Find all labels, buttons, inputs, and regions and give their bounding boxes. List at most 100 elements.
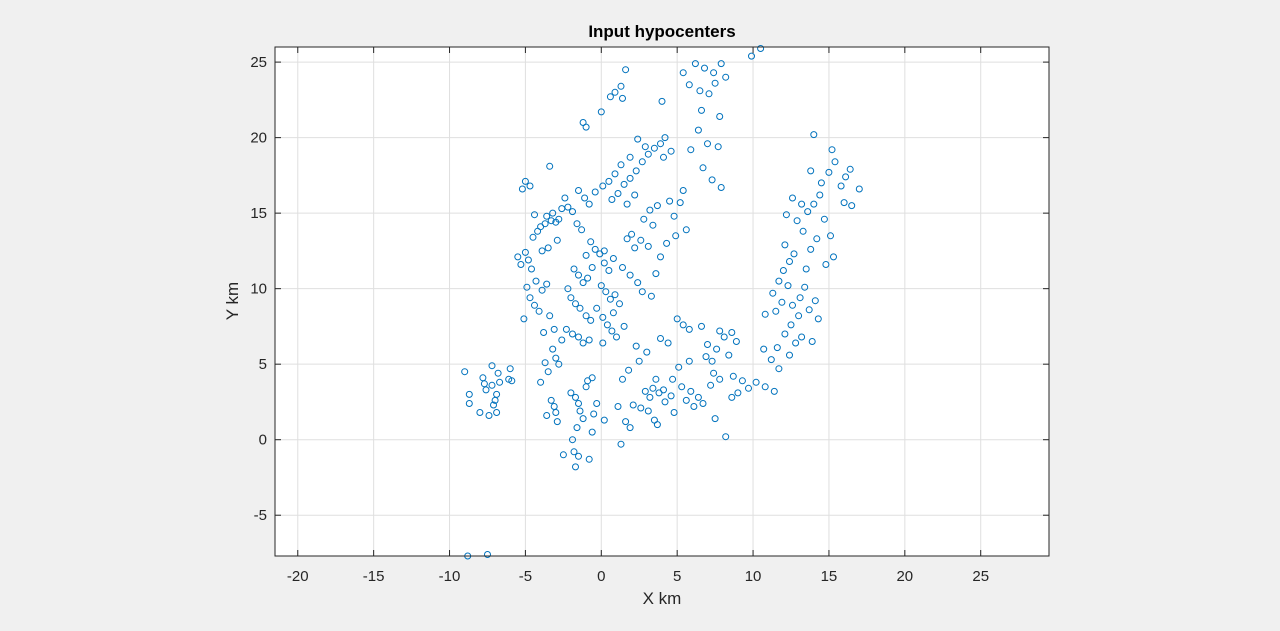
data-point xyxy=(789,301,796,309)
data-point xyxy=(572,300,579,308)
data-point xyxy=(476,409,484,416)
data-point xyxy=(546,312,554,320)
data-point xyxy=(619,264,626,271)
data-point xyxy=(813,235,821,243)
data-point xyxy=(543,212,551,220)
data-point xyxy=(599,313,607,321)
data-point xyxy=(657,140,664,148)
data-point xyxy=(805,306,813,314)
data-point xyxy=(538,247,546,255)
data-point xyxy=(679,187,687,194)
data-point xyxy=(722,73,730,81)
data-point xyxy=(798,333,806,341)
data-point xyxy=(667,147,675,155)
data-point xyxy=(558,205,566,213)
x-tick-label: -5 xyxy=(519,568,532,585)
data-point xyxy=(465,390,473,398)
data-point xyxy=(641,143,649,151)
data-point xyxy=(585,200,593,208)
data-point xyxy=(619,375,626,383)
data-point xyxy=(617,440,625,448)
data-point xyxy=(795,312,803,320)
data-point xyxy=(622,66,630,74)
data-point xyxy=(685,357,693,365)
data-point xyxy=(831,158,839,166)
data-point xyxy=(705,90,713,98)
data-point xyxy=(658,97,666,105)
data-point xyxy=(698,322,705,330)
data-point xyxy=(494,369,502,377)
data-point xyxy=(827,232,834,240)
data-point xyxy=(626,424,634,432)
data-point xyxy=(734,389,742,397)
x-tick-label: -10 xyxy=(439,568,461,585)
data-point xyxy=(528,265,535,273)
data-point xyxy=(787,321,795,329)
data-point xyxy=(716,375,724,383)
data-point xyxy=(781,330,789,338)
data-point xyxy=(652,270,660,278)
data-point xyxy=(547,217,555,225)
data-point xyxy=(540,329,548,336)
data-point xyxy=(714,143,722,151)
data-point xyxy=(531,211,538,219)
data-point xyxy=(567,294,575,302)
data-point xyxy=(575,271,582,279)
data-point xyxy=(631,244,639,252)
data-point xyxy=(644,150,652,158)
data-point xyxy=(623,235,631,243)
data-point xyxy=(632,342,640,350)
data-point xyxy=(646,206,654,214)
axes-box xyxy=(274,46,1050,557)
data-point xyxy=(708,176,716,184)
data-point xyxy=(713,345,721,353)
data-point xyxy=(661,134,669,142)
data-point xyxy=(667,392,675,400)
data-point xyxy=(725,351,733,359)
data-point xyxy=(641,387,649,395)
data-point xyxy=(710,69,718,77)
data-point xyxy=(716,113,724,120)
data-point xyxy=(587,316,595,324)
data-point xyxy=(600,247,608,255)
data-point xyxy=(793,217,801,225)
data-point xyxy=(635,357,643,365)
data-point xyxy=(552,354,560,362)
data-point xyxy=(670,409,678,416)
chart-title: Input hypocenters xyxy=(588,22,735,41)
data-point xyxy=(629,401,637,409)
data-point xyxy=(535,307,543,315)
grid-lines xyxy=(275,47,1049,556)
data-point xyxy=(637,404,645,412)
data-point xyxy=(830,253,837,261)
data-point xyxy=(579,415,587,423)
data-point xyxy=(572,393,579,401)
data-point xyxy=(694,126,702,134)
data-point xyxy=(773,344,781,352)
data-point xyxy=(643,348,651,356)
data-point xyxy=(552,409,560,416)
data-point xyxy=(810,131,818,139)
x-tick-label: -20 xyxy=(287,568,309,585)
data-point xyxy=(701,64,708,72)
data-point xyxy=(699,400,707,407)
data-point xyxy=(496,378,504,386)
data-point xyxy=(798,200,806,208)
y-tick-label: 0 xyxy=(259,432,267,449)
data-point xyxy=(792,339,800,347)
data-point xyxy=(575,333,582,341)
data-point xyxy=(617,161,625,169)
data-point xyxy=(609,255,617,262)
data-point xyxy=(587,238,595,246)
y-tick-label: 20 xyxy=(250,130,267,147)
data-point xyxy=(682,396,690,404)
data-point xyxy=(461,368,469,376)
data-point xyxy=(632,167,640,175)
data-point xyxy=(702,353,710,361)
data-point xyxy=(786,351,793,359)
data-point xyxy=(593,304,601,312)
data-point xyxy=(591,188,599,196)
data-point xyxy=(784,282,792,290)
